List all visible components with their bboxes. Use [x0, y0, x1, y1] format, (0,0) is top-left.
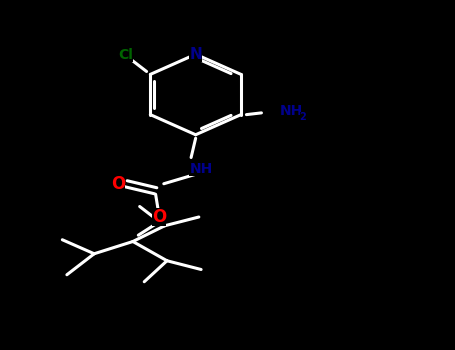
Text: NH: NH	[280, 104, 303, 118]
Text: N: N	[189, 47, 202, 62]
Text: NH: NH	[189, 162, 213, 176]
Text: Cl: Cl	[118, 48, 133, 62]
Text: 2: 2	[300, 112, 306, 122]
Text: O: O	[152, 208, 166, 226]
Text: O: O	[111, 175, 125, 193]
